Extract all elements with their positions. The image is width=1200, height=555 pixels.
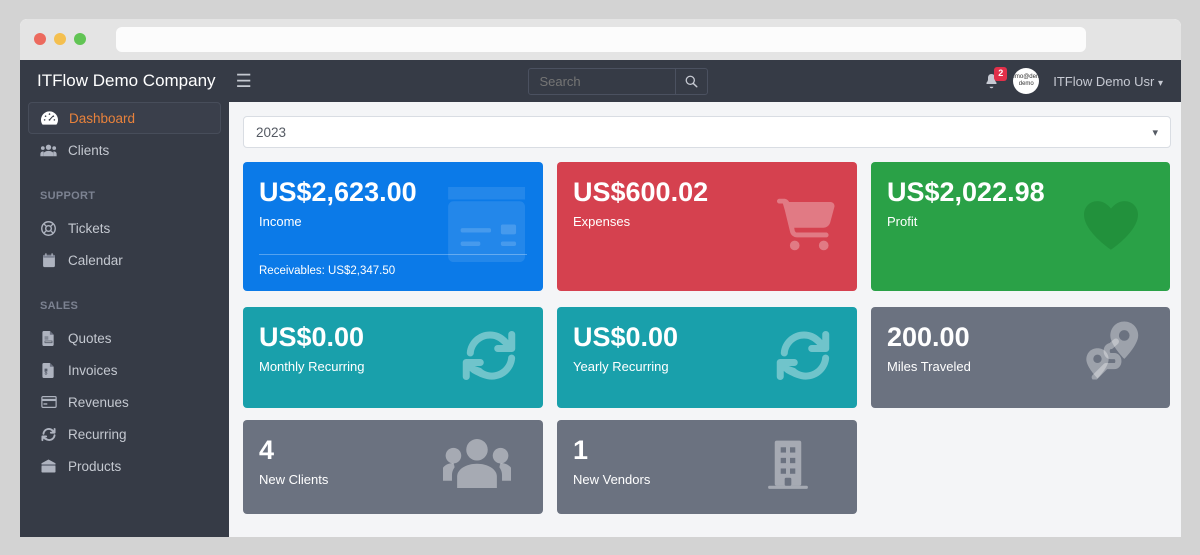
svg-text:$: $ [44, 370, 47, 376]
